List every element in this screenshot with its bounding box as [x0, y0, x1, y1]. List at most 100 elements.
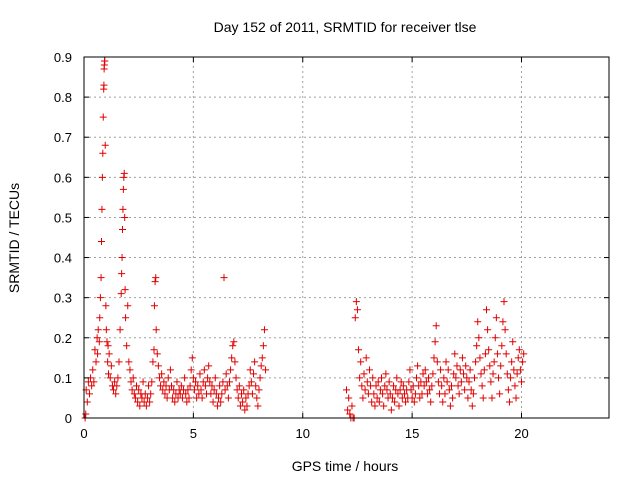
data-point — [518, 378, 525, 386]
data-point — [443, 378, 451, 386]
data-point — [472, 358, 480, 366]
data-point — [455, 390, 463, 398]
data-point — [513, 370, 521, 378]
data-point — [352, 298, 360, 306]
data-point — [126, 366, 134, 374]
data-point — [89, 366, 97, 374]
data-point — [463, 374, 471, 382]
data-point — [155, 374, 163, 382]
data-point — [440, 374, 448, 382]
data-point — [460, 370, 468, 378]
data-point — [92, 358, 100, 366]
data-point — [262, 366, 270, 374]
data-point — [499, 318, 507, 326]
data-point — [492, 314, 500, 322]
data-point — [411, 390, 419, 398]
data-point — [195, 390, 203, 398]
data-point — [448, 382, 455, 390]
data-point — [520, 350, 528, 358]
data-point — [101, 57, 109, 65]
data-point — [480, 366, 488, 374]
data-point — [242, 394, 250, 402]
data-point — [253, 394, 261, 402]
data-point — [458, 354, 466, 362]
x-tick-label: 5 — [190, 426, 197, 441]
y-tick-label: 0.5 — [54, 210, 72, 225]
data-point — [363, 378, 371, 386]
data-point — [474, 318, 482, 326]
data-point — [225, 378, 233, 386]
data-point — [383, 386, 391, 394]
data-point — [101, 141, 109, 149]
data-point — [227, 366, 235, 374]
data-point — [196, 370, 204, 378]
data-point — [488, 394, 496, 402]
data-point — [110, 386, 118, 394]
data-point — [246, 366, 254, 374]
data-point — [160, 378, 168, 386]
data-point — [487, 378, 495, 386]
data-point — [116, 326, 124, 334]
data-point — [468, 402, 476, 410]
data-point — [416, 394, 424, 402]
data-point — [159, 386, 167, 394]
data-point — [391, 398, 399, 406]
data-point — [104, 342, 112, 350]
data-point — [134, 398, 142, 406]
data-point — [382, 370, 390, 378]
points-layer — [81, 57, 528, 422]
data-point — [421, 366, 429, 374]
data-point — [365, 366, 373, 374]
data-point — [111, 378, 119, 386]
data-point — [255, 386, 263, 394]
data-point — [368, 398, 376, 406]
data-point — [457, 378, 465, 386]
x-tick-label: 15 — [405, 426, 419, 441]
data-point — [82, 410, 90, 418]
data-point — [502, 350, 510, 358]
data-point — [99, 113, 107, 121]
data-point — [228, 354, 236, 362]
data-point — [205, 362, 213, 370]
data-point — [238, 390, 245, 398]
data-point — [344, 406, 352, 414]
data-point — [397, 378, 405, 386]
data-point — [375, 398, 383, 406]
data-point — [423, 390, 431, 398]
data-point — [387, 406, 395, 414]
data-point — [512, 394, 520, 402]
data-point — [183, 398, 191, 406]
data-point — [204, 374, 212, 382]
data-point — [449, 394, 457, 402]
data-point — [143, 394, 151, 402]
data-point — [150, 346, 158, 354]
y-tick-label: 0.3 — [54, 291, 72, 306]
data-point — [381, 382, 389, 390]
data-point — [402, 398, 410, 406]
data-point — [118, 270, 126, 278]
data-point — [407, 386, 415, 394]
data-point — [477, 370, 485, 378]
data-point — [425, 374, 433, 382]
data-point — [100, 81, 108, 89]
data-point — [114, 374, 122, 382]
data-point — [260, 326, 268, 334]
data-point — [439, 398, 447, 406]
data-point — [173, 378, 181, 386]
data-point — [217, 398, 225, 406]
data-point — [187, 366, 195, 374]
data-point — [410, 398, 418, 406]
data-point — [125, 358, 133, 366]
data-point — [420, 382, 428, 390]
data-point — [422, 378, 430, 386]
data-point — [245, 382, 253, 390]
data-point — [192, 378, 200, 386]
data-point — [479, 394, 487, 402]
data-point — [395, 402, 403, 410]
data-point — [373, 394, 381, 402]
data-point — [256, 374, 264, 382]
data-point — [121, 286, 129, 294]
data-point — [243, 402, 251, 410]
data-point — [208, 382, 216, 390]
